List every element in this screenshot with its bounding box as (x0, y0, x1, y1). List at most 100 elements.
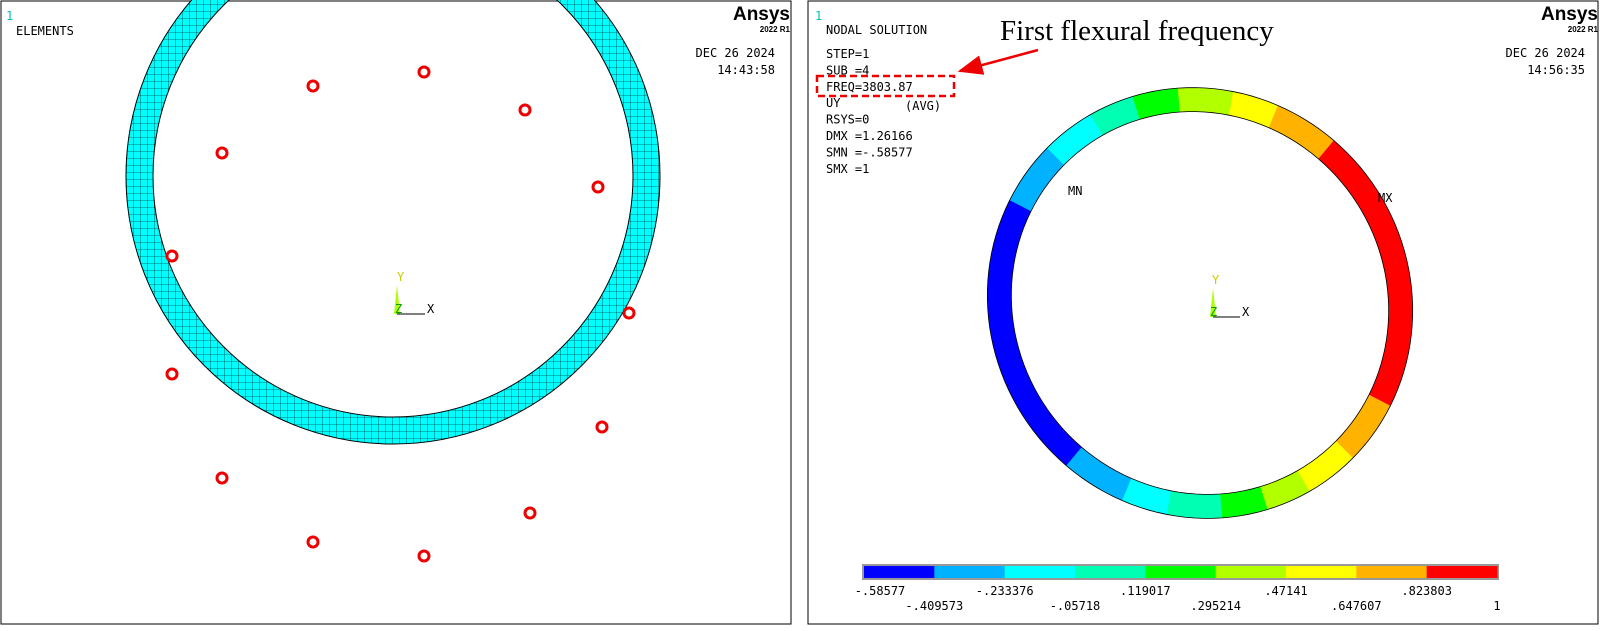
legend-label: .647607 (1331, 599, 1382, 613)
ring-segment (1329, 440, 1354, 465)
ring-segment (987, 289, 1012, 300)
ring-segment (1387, 287, 1413, 299)
version: 2022 R1 (1568, 25, 1599, 34)
ring-segment (1297, 466, 1318, 492)
ring-segment (987, 298, 1012, 309)
ring-segment (1106, 102, 1125, 128)
ring-segment (1074, 119, 1096, 145)
ring-segment (1323, 446, 1347, 471)
ring-segment (1267, 481, 1285, 507)
ring-segment (1388, 306, 1413, 317)
ring-segment (1080, 457, 1102, 483)
ring-segment (1317, 452, 1340, 477)
min-label: MN (1068, 184, 1082, 198)
ring-segment (987, 307, 1013, 319)
ring-segment (1023, 168, 1049, 191)
ring-segment (1194, 493, 1204, 519)
ring-segment (1260, 101, 1279, 128)
ring-segment (1088, 462, 1109, 488)
ring-segment (1022, 402, 1048, 424)
ring-segment (1357, 190, 1383, 211)
ring-segment (1005, 199, 1032, 219)
info-line: RSYS=0 (826, 113, 869, 127)
avg-label: (AVG) (905, 99, 941, 113)
ring-outline (1010, 111, 1390, 495)
ring-segment (1009, 191, 1035, 212)
ring-segment (995, 348, 1022, 365)
ring-segment (1244, 488, 1259, 515)
ring-segment (1203, 494, 1214, 519)
ring-segment (1211, 493, 1223, 519)
result-ring (986, 87, 1414, 519)
info-line: DMX =1.26166 (826, 129, 913, 143)
ring-segment (1090, 110, 1110, 136)
legend-swatch (864, 566, 935, 578)
info-line: SMN =-.58577 (826, 145, 913, 159)
ring-segment (1375, 232, 1402, 250)
ring-segment (1184, 493, 1196, 518)
ring-segment (1104, 470, 1124, 497)
ring-outline (986, 87, 1414, 519)
legend-swatch (1004, 566, 1076, 578)
ring-segment (987, 280, 1012, 291)
color-legend: -.58577 -.233376 .119017 .47141 .823803 -.409… (855, 564, 1501, 613)
ring-segment (1177, 87, 1189, 113)
legend-swatch (1426, 566, 1498, 578)
ring-segment (1001, 364, 1028, 382)
ring-segment (1017, 395, 1043, 416)
ring-segment (1383, 348, 1409, 363)
axis-y: Y (1212, 273, 1220, 287)
ring-segment (1229, 91, 1243, 118)
ring-segment (1204, 88, 1216, 113)
legend-label: -.233376 (976, 584, 1034, 598)
ring-segment (1291, 118, 1312, 144)
ring-segment (1276, 109, 1296, 136)
plot-title: ELEMENTS (16, 24, 74, 38)
version: 2022 R1 (760, 25, 791, 34)
ring-segment (1252, 486, 1268, 513)
ring-segment (998, 356, 1025, 374)
ring-segment (1051, 435, 1076, 460)
legend-label: -.58577 (855, 584, 906, 598)
ring-segment (1290, 470, 1310, 496)
axis-triad: Y Z X (394, 270, 435, 316)
ring-segment (1275, 478, 1294, 504)
ring-segment (1311, 134, 1335, 160)
axis-triad: Y Z X (1210, 273, 1250, 319)
ring-segment (1168, 88, 1181, 113)
legend-swatch (1215, 566, 1287, 578)
ring-segment (1378, 364, 1404, 381)
legend-label: .823803 (1401, 584, 1452, 598)
ring-segment (1381, 250, 1407, 266)
ring-segment (1360, 401, 1387, 423)
ring-segment (1067, 124, 1090, 149)
axis-x: X (1242, 305, 1250, 319)
ring-segment (1113, 474, 1132, 501)
window-number: 1 (6, 9, 13, 23)
ring-segment (1368, 387, 1395, 407)
ring-segment (991, 243, 1017, 258)
ring-segment (1318, 140, 1342, 165)
ring-segment (1347, 174, 1373, 197)
ring-segment (1196, 87, 1206, 113)
ring-segment (1034, 154, 1059, 178)
legend-label: .47141 (1264, 584, 1307, 598)
ring-segment (1212, 88, 1225, 114)
info-line: STEP=1 (826, 47, 869, 61)
date: DEC 26 2024 (696, 46, 775, 60)
time: 14:56:35 (1527, 63, 1585, 77)
ring-segment (1130, 481, 1147, 508)
ring-segment (993, 340, 1019, 356)
ring-segment (1013, 183, 1040, 205)
ring-segment (1387, 323, 1413, 336)
ring-segment (1098, 106, 1118, 132)
ring-segment (989, 323, 1015, 337)
ring-segment (1115, 99, 1133, 125)
ring-segment (1352, 182, 1378, 204)
legend-swatch (934, 566, 1006, 578)
axis-z: Z (395, 302, 402, 316)
ring-segment (1384, 339, 1411, 354)
ring-segment (1139, 484, 1155, 511)
ring-segment (1380, 356, 1407, 372)
